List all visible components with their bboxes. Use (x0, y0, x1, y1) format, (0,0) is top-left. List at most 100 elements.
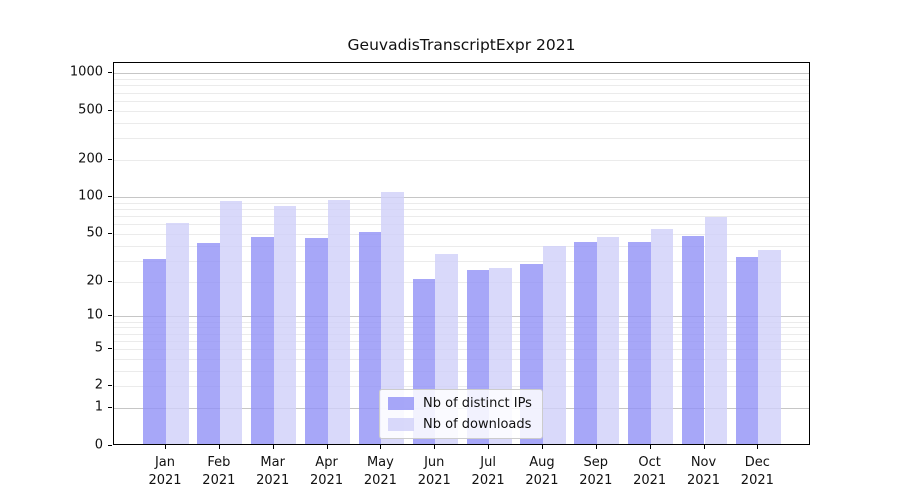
x-tick-apr (326, 445, 328, 449)
bar-mar-downloads (273, 206, 297, 445)
bar-may-downloads (381, 192, 404, 445)
gridline-500 (114, 110, 809, 112)
y-tick-100 (108, 195, 112, 197)
y-tick-500 (108, 109, 112, 111)
legend-label-downloads: Nb of downloads (423, 417, 532, 432)
y-tick-label-50: 50 (86, 225, 103, 241)
x-tick-may (380, 445, 382, 449)
x-tick-aug (541, 445, 543, 449)
gridline-4 (114, 358, 809, 360)
bar-nov-distinct-ips (681, 235, 705, 445)
x-tick-jul (488, 445, 490, 449)
bar-feb-downloads (219, 200, 243, 445)
y-tick-0 (108, 444, 112, 446)
y-tick-label-1: 1 (94, 399, 103, 415)
x-tick-sep (595, 445, 597, 449)
y-tick-label-500: 500 (78, 102, 103, 118)
legend-swatch-distinct-ips (388, 397, 414, 410)
bar-oct-downloads (650, 228, 674, 445)
x-tick-label-nov: Nov 2021 (686, 454, 721, 488)
gridline-6 (114, 340, 809, 342)
gridline-600 (114, 100, 809, 102)
gridline-80 (114, 208, 809, 210)
bar-aug-downloads (542, 245, 566, 445)
x-tick-label-apr: Apr 2021 (310, 454, 344, 488)
legend-swatch-downloads (388, 418, 414, 431)
x-tick-mar (272, 445, 274, 449)
bar-apr-downloads (327, 200, 351, 445)
x-tick-label-jan: Jan 2021 (148, 454, 182, 488)
x-tick-label-may: May 2021 (363, 454, 397, 488)
gridline-9 (114, 321, 809, 323)
gridline-20 (114, 281, 809, 283)
y-tick-1 (108, 407, 112, 409)
x-tick-label-oct: Oct 2021 (633, 454, 667, 488)
gridline-7 (114, 333, 809, 335)
x-tick-label-aug: Aug 2021 (525, 454, 559, 488)
gridline-40 (114, 245, 809, 247)
gridline-800 (114, 85, 809, 87)
gridline-90 (114, 202, 809, 204)
x-tick-label-jul: Jul 2021 (471, 454, 505, 488)
gridline-3 (114, 370, 809, 372)
y-tick-200 (108, 158, 112, 160)
y-tick-label-5: 5 (94, 340, 103, 356)
gridline-700 (114, 92, 809, 94)
x-tick-jan (165, 445, 166, 449)
bar-dec-distinct-ips (735, 257, 759, 445)
x-tick-nov (703, 445, 705, 449)
bar-feb-distinct-ips (197, 242, 220, 445)
plot-area: Nb of distinct IPs Nb of downloads (113, 62, 810, 445)
y-tick-20 (108, 280, 112, 282)
bar-sep-downloads (596, 237, 620, 445)
legend-label-distinct-ips: Nb of distinct IPs (423, 396, 532, 411)
bar-jan-downloads (166, 223, 189, 445)
x-tick-label-sep: Sep 2021 (579, 454, 613, 488)
gridline-60 (114, 224, 809, 226)
gridline-100 (114, 196, 809, 198)
gridline-400 (114, 122, 809, 124)
y-tick-label-2: 2 (94, 377, 103, 393)
y-tick-label-1000: 1000 (69, 64, 103, 80)
y-tick-1000 (108, 72, 112, 74)
gridline-5 (114, 349, 809, 350)
bar-jan-distinct-ips (143, 258, 166, 445)
y-tick-5 (108, 348, 112, 349)
y-tick-label-200: 200 (78, 151, 103, 167)
gridline-200 (114, 159, 809, 161)
bar-may-distinct-ips (358, 231, 382, 445)
bar-mar-distinct-ips (251, 237, 274, 445)
gridline-10 (114, 316, 809, 318)
gridline-70 (114, 215, 809, 217)
x-tick-label-jun: Jun 2021 (417, 454, 451, 488)
gridline-300 (114, 138, 809, 140)
x-tick-jun (434, 445, 436, 449)
gridline-30 (114, 260, 809, 262)
bar-dec-downloads (758, 249, 781, 445)
legend-row-downloads: Nb of downloads (388, 417, 532, 432)
legend: Nb of distinct IPs Nb of downloads (379, 389, 543, 439)
y-tick-2 (108, 385, 112, 387)
legend-row-distinct-ips: Nb of distinct IPs (388, 396, 532, 411)
y-tick-label-0: 0 (94, 437, 103, 452)
y-tick-label-100: 100 (78, 188, 103, 204)
x-tick-label-feb: Feb 2021 (202, 454, 236, 488)
y-tick-50 (108, 232, 112, 234)
y-tick-10 (108, 315, 112, 317)
y-tick-label-10: 10 (86, 307, 103, 323)
gridline-8 (114, 327, 809, 329)
x-tick-oct (649, 445, 651, 449)
y-tick-label-20: 20 (86, 273, 103, 289)
bar-oct-distinct-ips (628, 241, 651, 445)
x-tick-dec (757, 445, 759, 449)
x-tick-label-mar: Mar 2021 (256, 454, 290, 488)
gridline-2 (114, 386, 809, 388)
x-tick-feb (218, 445, 220, 449)
bar-sep-distinct-ips (574, 241, 597, 445)
gridline-50 (114, 233, 809, 235)
chart-title: GeuvadisTranscriptExpr 2021 (347, 36, 576, 54)
gridline-900 (114, 79, 809, 81)
x-tick-label-dec: Dec 2021 (740, 454, 774, 488)
bar-nov-downloads (704, 216, 728, 445)
